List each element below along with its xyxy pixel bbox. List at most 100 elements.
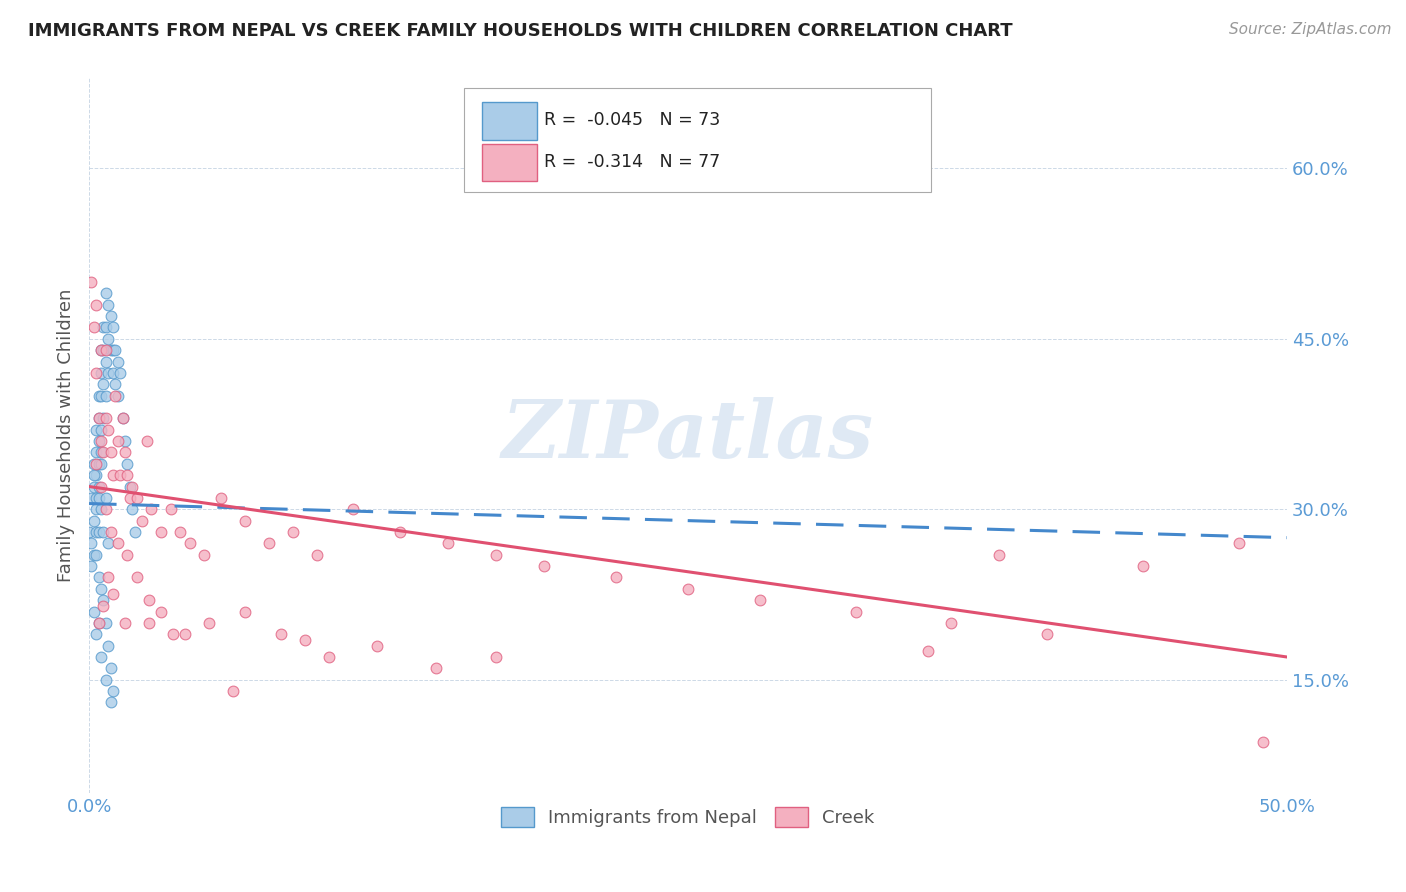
Point (107, 536, 129, 550)
Point (94, 615, 117, 630)
FancyBboxPatch shape (482, 103, 537, 140)
Point (107, 354, 129, 368)
Point (107, 389, 129, 403)
Point (605, 570, 627, 584)
Point (198, 615, 221, 630)
Point (93, 445, 115, 459)
Point (159, 502, 181, 516)
Point (114, 445, 136, 459)
Point (100, 309, 122, 323)
Point (94, 502, 117, 516)
Point (87, 615, 110, 630)
Point (97, 332, 120, 346)
Point (87, 434, 110, 448)
Point (84, 423, 107, 437)
Point (257, 536, 280, 550)
Point (114, 434, 136, 448)
Point (93, 599, 115, 613)
Point (94, 673, 117, 687)
Point (425, 661, 447, 675)
Point (87, 570, 110, 584)
Point (1251, 735, 1274, 749)
Point (84, 457, 107, 471)
Point (87, 615, 110, 630)
Point (141, 502, 163, 516)
Point (108, 468, 131, 483)
Point (233, 514, 256, 528)
Point (342, 502, 364, 516)
Point (87, 457, 110, 471)
Point (676, 582, 699, 596)
Point (83, 548, 105, 562)
Point (104, 389, 127, 403)
Point (1227, 536, 1250, 550)
Point (94, 411, 117, 425)
Point (233, 605, 256, 619)
Point (83, 479, 105, 493)
Point (84, 524, 107, 539)
Point (209, 491, 232, 505)
Text: Source: ZipAtlas.com: Source: ZipAtlas.com (1229, 22, 1392, 37)
FancyBboxPatch shape (464, 88, 931, 192)
Point (485, 548, 508, 562)
Point (222, 684, 245, 698)
Point (93, 377, 115, 392)
Point (90, 445, 112, 459)
Point (162, 627, 184, 641)
Point (77, 524, 100, 539)
Point (107, 434, 129, 448)
Point (94, 286, 117, 301)
Point (366, 639, 388, 653)
Point (94, 354, 117, 368)
Point (281, 524, 304, 539)
Point (485, 650, 508, 665)
Point (100, 524, 122, 539)
Point (533, 559, 555, 574)
Point (318, 650, 340, 665)
Point (97, 366, 120, 380)
Point (101, 366, 124, 380)
Point (87, 389, 110, 403)
Point (111, 411, 134, 425)
Point (104, 343, 127, 358)
Point (138, 593, 160, 607)
Point (138, 615, 160, 630)
Point (84, 468, 107, 483)
Text: ZIPatlas: ZIPatlas (502, 397, 875, 475)
Text: IMMIGRANTS FROM NEPAL VS CREEK FAMILY HOUSEHOLDS WITH CHILDREN CORRELATION CHART: IMMIGRANTS FROM NEPAL VS CREEK FAMILY HO… (28, 22, 1012, 40)
Point (118, 479, 141, 493)
Point (90, 457, 112, 471)
Point (748, 593, 770, 607)
FancyBboxPatch shape (482, 144, 537, 181)
Point (97, 423, 120, 437)
Point (84, 491, 107, 505)
Point (121, 479, 143, 493)
Text: R =  -0.045   N = 73: R = -0.045 N = 73 (544, 112, 720, 129)
Point (80, 536, 103, 550)
Point (108, 366, 131, 380)
Point (84, 298, 107, 312)
Point (83, 457, 105, 471)
Point (90, 343, 112, 358)
Point (97, 570, 120, 584)
Point (90, 389, 112, 403)
Point (917, 644, 939, 658)
Point (94, 389, 117, 403)
Point (94, 320, 117, 334)
Point (90, 650, 112, 665)
Point (101, 343, 124, 358)
Point (131, 514, 153, 528)
Point (93, 524, 115, 539)
Point (94, 343, 117, 358)
Point (90, 343, 112, 358)
Point (87, 524, 110, 539)
Point (97, 536, 120, 550)
Point (87, 479, 110, 493)
Point (80, 559, 103, 574)
Point (125, 491, 148, 505)
Point (1036, 627, 1059, 641)
Point (87, 491, 110, 505)
Point (97, 639, 120, 653)
Point (169, 524, 191, 539)
Point (845, 605, 868, 619)
